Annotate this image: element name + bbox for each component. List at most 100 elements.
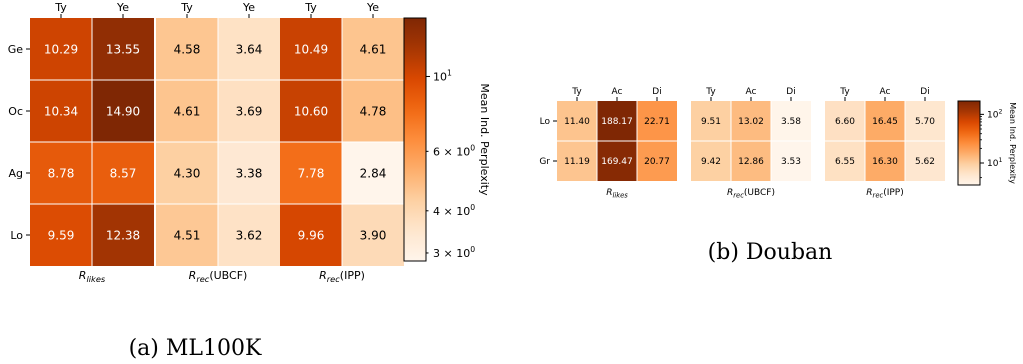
cell-value: 16.30 — [872, 157, 898, 167]
colorbar — [403, 17, 427, 262]
heatmap-cell — [218, 204, 280, 266]
panel-label: Rrec(UBCF) — [189, 269, 248, 284]
cell-value: 9.96 — [298, 228, 325, 242]
cell-value: 10.49 — [294, 42, 328, 56]
heatmap-cell — [731, 141, 771, 181]
heatmap-cell — [771, 101, 811, 141]
cell-value: 10.34 — [44, 104, 78, 118]
x-tick-label: Di — [920, 87, 929, 97]
heatmap-cell — [865, 141, 905, 181]
cell-value: 8.57 — [110, 166, 137, 180]
cell-value: 2.84 — [360, 166, 387, 180]
cell-value: 9.42 — [701, 157, 721, 167]
heatmap-panel: 6.60 16.45 5.70 6.55 16.30 5.62 Ty Ac Di Rrec(IPP… — [825, 87, 945, 199]
x-tick-label: Ty — [571, 87, 582, 97]
colorbar-tick-label: 3 × 100 — [433, 245, 475, 260]
cell-value: 9.59 — [48, 228, 75, 242]
heatmap-cell — [342, 80, 404, 142]
heatmap-cell — [280, 80, 342, 142]
heatmap-panel: 10.29 13.55 10.34 14.90 8.78 8.57 9.59 12.38 Ty Y… — [30, 1, 154, 284]
y-tick-label: Lo — [10, 229, 23, 242]
y-tick-label: Lo — [540, 117, 551, 127]
cell-value: 10.29 — [44, 42, 78, 56]
cell-value: 4.58 — [174, 42, 201, 56]
heatmap-cell — [156, 142, 218, 204]
heatmap-cell — [865, 101, 905, 141]
cell-value: 12.38 — [106, 228, 140, 242]
heatmap-cell — [156, 80, 218, 142]
y-tick-label: Oc — [8, 105, 23, 118]
heatmap-cell — [218, 142, 280, 204]
heatmap-cell — [691, 141, 731, 181]
x-tick-label: Di — [652, 87, 661, 97]
cell-value: 4.78 — [360, 104, 387, 118]
cell-value: 13.55 — [106, 42, 140, 56]
heatmap-cell — [905, 141, 945, 181]
x-tick-label: Ty — [54, 1, 67, 14]
heatmap-cell — [92, 18, 154, 80]
heatmap-cell — [557, 141, 597, 181]
cell-value: 20.77 — [644, 157, 670, 167]
cell-value: 11.40 — [564, 117, 590, 127]
x-tick-label: Ye — [366, 1, 379, 14]
cell-value: 14.90 — [106, 104, 140, 118]
heatmap-cell — [30, 80, 92, 142]
colorbar-tick-label: 4 × 100 — [433, 203, 475, 218]
heatmap-cell — [637, 141, 677, 181]
panel-label: Rrec(IPP) — [866, 188, 903, 199]
heatmap-panel: 9.51 13.02 3.58 9.42 12.86 3.53 Ty Ac Di Rrec(UBC… — [691, 87, 811, 199]
heatmap-panel: 10.49 4.61 10.60 4.78 7.78 2.84 9.96 3.90 Ty Ye Rr… — [280, 1, 404, 284]
heatmap-cell — [342, 204, 404, 266]
heatmap-cell — [557, 101, 597, 141]
cell-value: 11.19 — [564, 157, 590, 167]
x-tick-label: Ty — [705, 87, 716, 97]
x-tick-label: Ty — [839, 87, 850, 97]
heatmap-cell — [92, 142, 154, 204]
cell-value: 22.71 — [644, 117, 670, 127]
cell-value: 3.58 — [781, 117, 801, 127]
heatmap-panel: 4.58 3.64 4.61 3.69 4.30 3.38 4.51 3.62 Ty Ye Rrec… — [156, 1, 280, 284]
heatmap-cell — [30, 142, 92, 204]
cell-value: 3.38 — [236, 166, 263, 180]
cell-value: 6.60 — [835, 117, 855, 127]
cell-value: 4.61 — [360, 42, 387, 56]
panel-label: Rrec(IPP) — [319, 269, 365, 284]
figure-caption: (a) ML100K — [129, 336, 262, 361]
x-tick-label: Ye — [242, 1, 255, 14]
heatmap-cell — [597, 141, 637, 181]
cell-value: 169.47 — [601, 157, 633, 167]
colorbar-tick-label: 101 — [987, 157, 1002, 169]
x-tick-label: Ac — [746, 87, 757, 97]
heatmap-cell — [731, 101, 771, 141]
cell-value: 7.78 — [298, 166, 325, 180]
cell-value: 16.45 — [872, 117, 898, 127]
heatmap-ml100k: 10.29 13.55 10.34 14.90 8.78 8.57 9.59 12.38 Ty Y… — [8, 1, 491, 361]
heatmap-cell — [825, 141, 865, 181]
heatmap-cell — [280, 142, 342, 204]
colorbar-label: Mean Ind. Perplexity — [1008, 102, 1017, 184]
cell-value: 12.86 — [738, 157, 764, 167]
colorbar-tick-label: 102 — [987, 109, 1002, 121]
colorbar-label: Mean Ind. Perplexity — [478, 83, 491, 196]
heatmap-cell — [156, 18, 218, 80]
heatmap-cell — [691, 101, 731, 141]
x-tick-label: Ye — [116, 1, 129, 14]
cell-value: 9.51 — [701, 117, 721, 127]
heatmap-cell — [156, 204, 218, 266]
heatmap-cell — [280, 204, 342, 266]
cell-value: 4.61 — [174, 104, 201, 118]
cell-value: 10.60 — [294, 104, 328, 118]
x-tick-label: Ac — [612, 87, 623, 97]
cell-value: 6.55 — [835, 157, 855, 167]
cell-value: 188.17 — [601, 117, 633, 127]
heatmap-douban: 11.40 188.17 22.71 11.19 169.47 20.77 Ty Ac Di Rl… — [539, 87, 1017, 265]
panel-label: Rlikes — [79, 269, 106, 284]
cell-value: 4.51 — [174, 228, 201, 242]
colorbar-tick-label: 6 × 100 — [433, 143, 475, 158]
cell-value: 5.70 — [915, 117, 935, 127]
colorbar — [957, 100, 981, 186]
cell-value: 13.02 — [738, 117, 764, 127]
y-tick-label: Gr — [539, 157, 550, 167]
heatmap-cell — [218, 80, 280, 142]
